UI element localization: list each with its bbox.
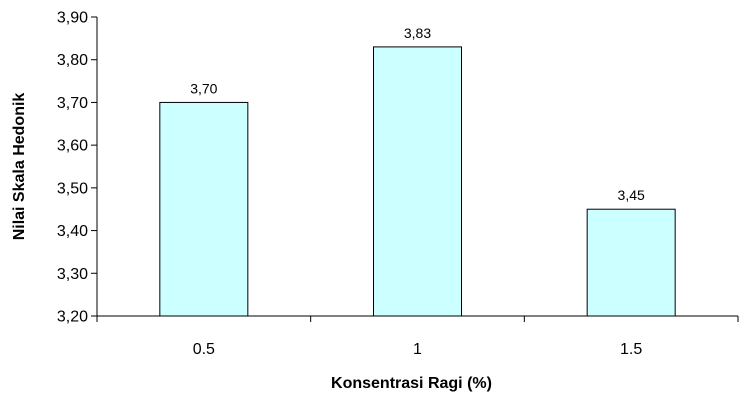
x-tick-label: 1 [413, 341, 422, 358]
y-tick-label: 3,70 [57, 95, 88, 112]
x-tick-label: 0.5 [193, 341, 215, 358]
y-tick-label: 3,90 [57, 10, 88, 27]
y-tick-label: 3,20 [57, 309, 88, 326]
x-axis-ticks: 0.5 1 1.5 [96, 316, 739, 358]
y-tick-label: 3,30 [57, 266, 88, 283]
y-axis-ticks: 3,20 3,30 3,40 3,50 3,60 3,70 3,80 3,90 [57, 10, 97, 326]
x-axis-title: Konsentrasi Ragi (%) [331, 375, 492, 392]
data-label: 3,45 [618, 187, 645, 203]
y-tick-label: 3,80 [57, 52, 88, 69]
bar-0.5 [159, 101, 249, 317]
bar-1 [373, 46, 462, 317]
bar-1.5 [586, 208, 676, 317]
y-axis-title: Nilai Skala Hedonik [11, 93, 28, 241]
y-tick-label: 3,50 [57, 180, 88, 197]
y-tick-label: 3,60 [57, 138, 88, 155]
data-label: 3,83 [404, 25, 431, 41]
x-tick-label: 1.5 [620, 341, 642, 358]
bars: 3,70 3,83 3,45 [159, 25, 676, 317]
y-tick-label: 3,40 [57, 223, 88, 240]
data-label: 3,70 [190, 80, 217, 96]
